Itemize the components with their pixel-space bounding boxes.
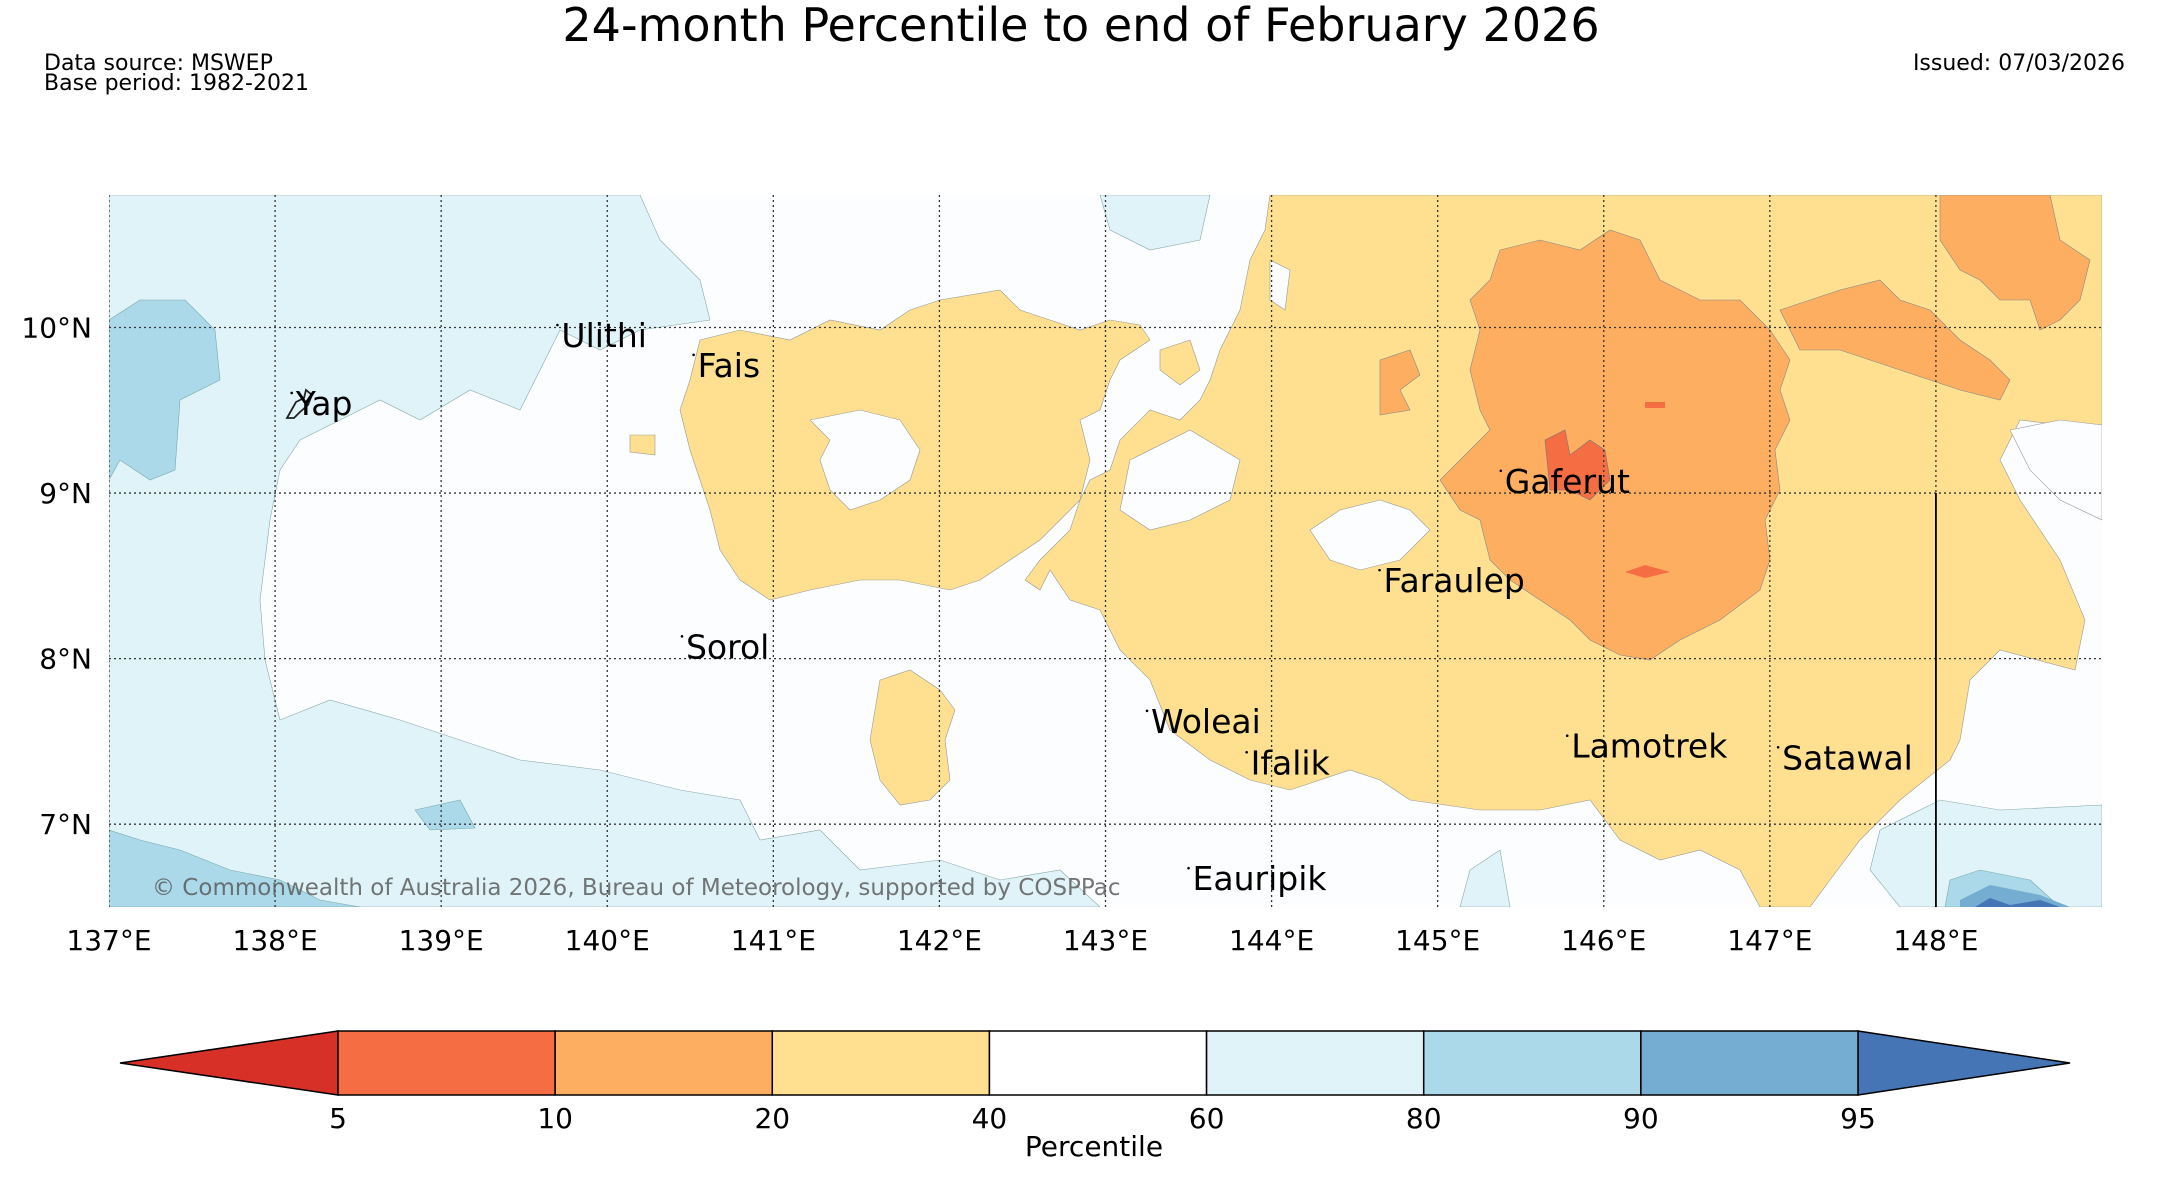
lon-tick-label: 140°E (565, 924, 650, 957)
lat-tick-label: 10°N (21, 311, 92, 344)
field-10-20-east-strip (1779, 279, 2011, 401)
map-panel: © Commonwealth of Australia 2026, Bureau… (109, 195, 2102, 907)
lon-tick-label: 143°E (1063, 924, 1148, 957)
place-label: Woleai (1151, 702, 1261, 741)
lon-tick-label: 144°E (1229, 924, 1314, 957)
colorbar-tick-label: 40 (972, 1102, 1008, 1135)
colorbar-tick-label: 90 (1623, 1102, 1659, 1135)
place-label: Faraulep (1384, 561, 1525, 600)
lon-tick-label: 148°E (1893, 924, 1978, 957)
lon-tick-label: 146°E (1561, 924, 1646, 957)
island-marker (1187, 866, 1190, 870)
field-40-60-hole-ne (2009, 419, 2102, 521)
island-marker (1776, 745, 1780, 749)
island-marker (1565, 734, 1569, 737)
place-labels: Yap Ulithi Fais Gaferut Faraulep Sorol WoleaiI… (290, 316, 1913, 898)
field-20-40-small2 (1159, 339, 1201, 386)
colorbar-tick-label: 60 (1189, 1102, 1225, 1135)
colorbar-bin (771, 1030, 991, 1096)
latitude-tick-labels: 10°N 9°N 8°N 7°N (21, 311, 92, 841)
island-marker (556, 323, 559, 327)
field-60-80-north-patch (1099, 195, 1211, 251)
field-5-10-core (1544, 429, 1611, 501)
place-label: Ulithi (561, 316, 647, 355)
place-label: Fais (698, 346, 761, 385)
field-10-20-main (1439, 229, 1791, 661)
lat-tick-label: 7°N (39, 808, 92, 841)
place-label: Satawal (1782, 738, 1913, 777)
field-10-20-nw-patch (1379, 349, 1421, 416)
field-95-100-se (1975, 898, 2060, 907)
field-5-10-dot (1645, 402, 1665, 408)
island-marker (290, 391, 293, 395)
colorbar-label: Percentile (1025, 1130, 1163, 1163)
colorbar-bin (554, 1030, 774, 1096)
colorbar-tick-label: 5 (329, 1102, 347, 1135)
island-marker (1145, 709, 1149, 713)
colorbar-bin (337, 1030, 556, 1096)
colorbar-tick-label: 10 (537, 1102, 573, 1135)
field-40-60-hole-n (1269, 259, 1291, 311)
issued-date-label: Issued: 07/03/2026 (1912, 51, 2125, 76)
field-10-20-ne (1939, 195, 2091, 331)
island-marker (1378, 568, 1381, 572)
lat-tick-label: 9°N (39, 477, 92, 510)
lon-tick-label: 138°E (233, 924, 318, 957)
colorbar-tick-label: 95 (1840, 1102, 1876, 1135)
lon-tick-label: 145°E (1395, 924, 1480, 957)
place-label: Gaferut (1505, 462, 1630, 501)
colorbar-over-arrow (1857, 1030, 2071, 1096)
field-5-10-small (1625, 565, 1670, 578)
field-80-90-s (414, 799, 476, 831)
field-60-80-west (109, 195, 1101, 907)
field-40-60-hole-east (1309, 499, 1431, 571)
place-label: Sorol (686, 627, 769, 666)
field-20-40-small (629, 434, 656, 456)
field-80-90-nw (109, 299, 221, 481)
lon-tick-label: 137°E (66, 924, 151, 957)
lon-tick-label: 141°E (731, 924, 816, 957)
island-marker (1245, 750, 1248, 754)
colorbar-bin (1640, 1030, 1859, 1096)
lon-tick-label: 139°E (399, 924, 484, 957)
lon-tick-label: 142°E (897, 924, 982, 957)
island-marker (1499, 469, 1503, 473)
copyright-notice: © Commonwealth of Australia 2026, Bureau… (152, 875, 1121, 901)
field-40-60-hole-mid (1119, 429, 1241, 531)
colorbar: 5 10 20 40 60 80 90 95 (119, 1030, 2071, 1135)
colorbar-bin (1422, 1030, 1642, 1096)
place-label: Ifalik (1251, 743, 1331, 782)
colorbar-under-arrow (119, 1030, 339, 1096)
colorbar-tick-label: 80 (1406, 1102, 1442, 1135)
lon-tick-label: 147°E (1727, 924, 1812, 957)
place-label: Eauripik (1193, 859, 1328, 898)
colorbar-tick-label: 20 (754, 1102, 790, 1135)
field-80-90-sw (109, 829, 361, 907)
graticule (109, 195, 2102, 907)
place-label: Yap (295, 384, 353, 423)
field-60-80-southeast (1869, 799, 2102, 907)
island-marker (680, 635, 684, 638)
lat-tick-label: 8°N (39, 643, 92, 676)
base-period-label: Base period: 1982-2021 (44, 71, 309, 96)
colorbar-bin (1205, 1030, 1425, 1096)
colorbar-bin (988, 1030, 1208, 1096)
data-source-label: Data source: MSWEP (44, 51, 273, 76)
yap-island-outline (285, 388, 314, 419)
field-60-80-south-patch (1459, 849, 1511, 907)
field-40-60-hole-central (809, 409, 921, 511)
longitude-tick-labels: 137°E 138°E 139°E 140°E 141°E 142°E 143°E 144°E… (66, 924, 1978, 957)
map-title: 24-month Percentile to end of February 2… (562, 0, 1600, 52)
island-marker (692, 353, 695, 357)
place-label: Lamotrek (1571, 727, 1728, 766)
